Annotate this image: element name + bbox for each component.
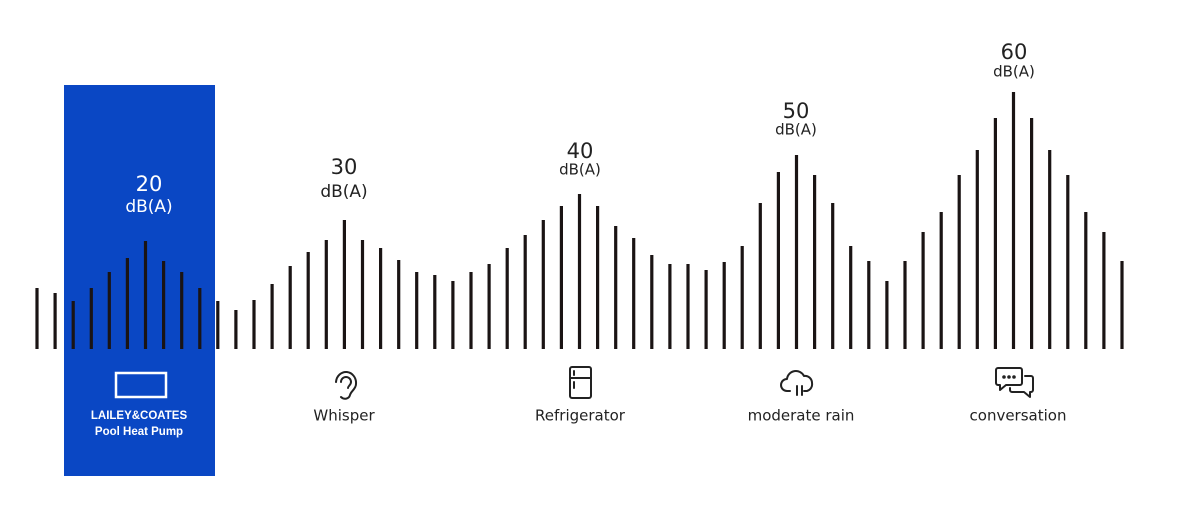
wave-bar	[686, 264, 690, 349]
wave-bar	[143, 241, 148, 349]
wave-bar	[469, 272, 473, 349]
wave-bar	[1011, 92, 1016, 349]
wave-bar	[342, 220, 346, 349]
wave-bar	[740, 246, 744, 349]
wave-bar	[162, 261, 166, 349]
wave-bar	[831, 203, 835, 349]
wave-bar	[867, 261, 871, 349]
wave-bar	[776, 172, 780, 349]
wave-bar	[53, 293, 57, 349]
wave-bar	[125, 258, 129, 349]
wave-bar	[758, 203, 762, 349]
wave-bar	[1102, 232, 1106, 349]
wave-bar	[451, 281, 455, 349]
wave-bar	[324, 240, 328, 349]
wave-bar	[921, 232, 925, 349]
level: 20	[136, 172, 163, 196]
wave-bar	[1066, 175, 1070, 349]
level: 40	[567, 139, 594, 163]
fridge-icon	[569, 366, 592, 399]
wave-bar	[415, 272, 419, 349]
wave-bar	[35, 288, 39, 349]
wave-bar	[523, 235, 527, 349]
unit: dB(A)	[775, 121, 817, 139]
waveform	[35, 92, 1124, 349]
wave-bar	[813, 175, 817, 349]
wave-bar	[849, 246, 853, 349]
unit: dB(A)	[993, 63, 1035, 81]
wave-bar	[596, 206, 600, 349]
wave-bar	[288, 266, 292, 349]
wave-bar	[234, 310, 238, 349]
brand-name: LAILEY&COATES	[91, 410, 188, 422]
wave-bar	[1084, 212, 1088, 349]
wave-bar	[650, 255, 654, 349]
chat-icon	[995, 367, 1034, 398]
wave-bar	[668, 264, 672, 349]
wave-bar	[505, 248, 509, 349]
reference-name: Refrigerator	[535, 407, 626, 425]
ear-icon	[335, 370, 358, 400]
wave-bar	[939, 212, 943, 349]
reference-name: moderate rain	[748, 407, 855, 425]
unit: dB(A)	[125, 197, 172, 217]
level: 60	[1001, 40, 1028, 64]
product-name: Pool Heat Pump	[95, 426, 183, 438]
wave-bar	[180, 272, 184, 349]
reference-name: Whisper	[313, 407, 375, 425]
wave-bar	[794, 155, 799, 349]
wave-bar	[71, 301, 75, 349]
wave-bar	[577, 194, 582, 349]
wave-bar	[722, 262, 726, 349]
wave-bar	[397, 260, 401, 349]
wave-bar	[216, 301, 220, 349]
wave-bar	[433, 275, 437, 349]
wave-bar	[975, 150, 979, 349]
rain-icon	[780, 370, 814, 396]
wave-bar	[360, 240, 365, 349]
unit: dB(A)	[559, 161, 601, 179]
wave-bar	[885, 281, 889, 349]
wave-bar	[957, 175, 961, 349]
wave-bar	[487, 264, 491, 349]
wave-bar	[993, 118, 997, 349]
highlight-panel	[64, 85, 215, 476]
wave-bar	[1120, 261, 1124, 349]
unit: dB(A)	[320, 182, 367, 202]
wave-bar	[198, 288, 202, 349]
wave-bar	[541, 220, 545, 349]
wave-bar	[252, 300, 256, 349]
level: 30	[331, 155, 358, 179]
level: 50	[783, 99, 810, 123]
wave-bar	[614, 226, 618, 349]
wave-bar	[704, 270, 708, 349]
reference-name: conversation	[970, 407, 1067, 425]
wave-bar	[270, 284, 274, 349]
wave-bar	[1048, 150, 1052, 349]
wave-bar	[89, 288, 93, 349]
wave-bar	[559, 206, 563, 349]
wave-bar	[379, 248, 383, 349]
wave-bar	[306, 252, 310, 349]
heat-pump-icon	[114, 371, 168, 399]
wave-bar	[632, 238, 636, 349]
wave-bar	[903, 261, 907, 349]
wave-bar	[1030, 118, 1034, 349]
wave-bar	[107, 272, 111, 349]
